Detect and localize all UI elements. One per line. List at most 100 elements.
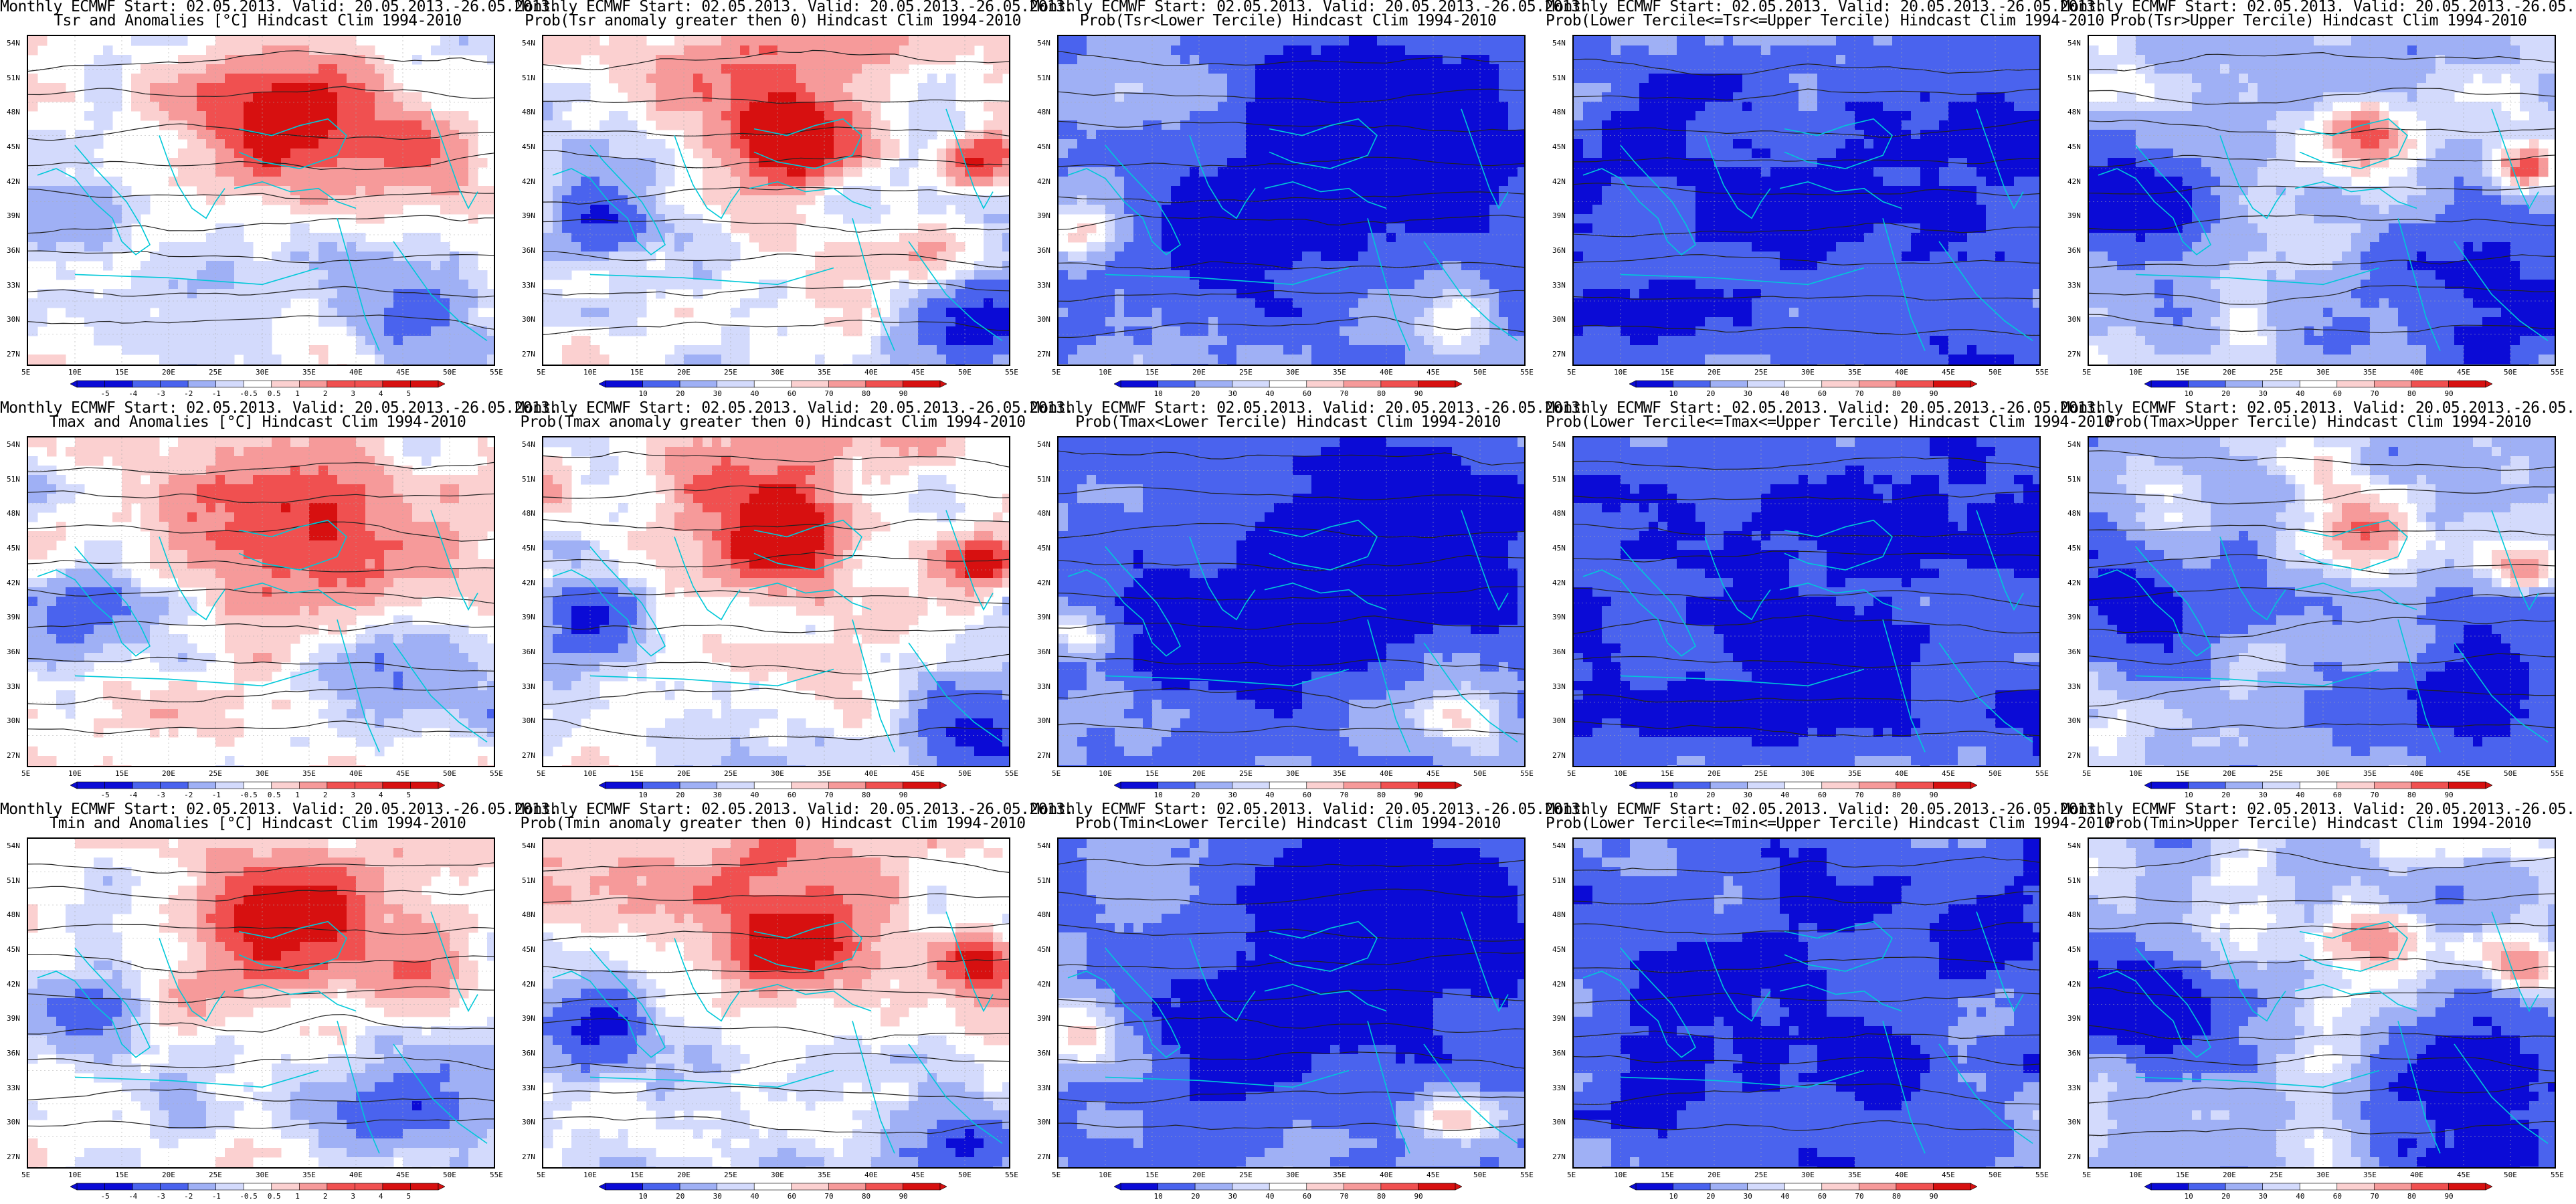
shaded-cell bbox=[66, 139, 76, 149]
shaded-cell bbox=[225, 186, 235, 196]
shaded-cell bbox=[777, 64, 788, 74]
shaded-cell bbox=[768, 74, 778, 84]
shaded-cell bbox=[28, 355, 38, 365]
shaded-cell bbox=[618, 186, 628, 196]
shaded-cell bbox=[1208, 308, 1218, 318]
shaded-cell bbox=[1845, 74, 1855, 84]
shaded-cell bbox=[37, 36, 48, 46]
shaded-cell bbox=[197, 167, 207, 177]
shaded-cell bbox=[684, 252, 694, 262]
shaded-cell bbox=[1433, 102, 1443, 112]
shaded-cell bbox=[1321, 111, 1331, 121]
shaded-cell bbox=[852, 317, 862, 327]
shaded-cell bbox=[1471, 130, 1481, 140]
shaded-cell bbox=[75, 242, 85, 252]
shaded-cell bbox=[628, 308, 638, 318]
shaded-cell bbox=[178, 298, 188, 308]
shaded-cell bbox=[843, 214, 853, 224]
shaded-cell bbox=[356, 148, 366, 159]
shaded-cell bbox=[384, 186, 394, 196]
shaded-cell bbox=[824, 317, 834, 327]
shaded-cell bbox=[365, 195, 375, 205]
shaded-cell bbox=[1396, 120, 1406, 130]
shaded-cell bbox=[693, 139, 703, 149]
shaded-cell bbox=[262, 364, 272, 365]
shaded-cell bbox=[225, 261, 235, 271]
shaded-cell bbox=[740, 74, 750, 84]
shaded-cell bbox=[440, 336, 450, 346]
shaded-cell bbox=[890, 45, 900, 56]
shaded-cell bbox=[1386, 130, 1396, 140]
shaded-cell bbox=[1152, 270, 1162, 280]
shaded-cell bbox=[1059, 92, 1069, 102]
shaded-cell bbox=[759, 280, 769, 290]
shaded-cell bbox=[215, 298, 225, 308]
shaded-cell bbox=[141, 92, 151, 102]
shaded-cell bbox=[796, 83, 806, 93]
shaded-cell bbox=[946, 158, 956, 168]
shaded-cell bbox=[131, 308, 141, 318]
shaded-cell bbox=[103, 242, 113, 252]
shaded-cell bbox=[637, 205, 647, 215]
shaded-cell bbox=[122, 195, 132, 205]
shaded-cell bbox=[712, 158, 722, 168]
shaded-cell bbox=[393, 92, 403, 102]
shaded-cell bbox=[1218, 364, 1228, 365]
shaded-cell bbox=[1283, 148, 1293, 159]
shaded-cell bbox=[169, 336, 179, 346]
shaded-cell bbox=[431, 345, 441, 355]
shaded-cell bbox=[244, 308, 254, 318]
shaded-cell bbox=[1321, 130, 1331, 140]
shaded-cell bbox=[1443, 289, 1453, 299]
shaded-cell bbox=[412, 139, 422, 149]
shaded-cell bbox=[318, 242, 329, 252]
shaded-cell bbox=[656, 139, 666, 149]
shaded-cell bbox=[1059, 205, 1069, 215]
shaded-cell bbox=[384, 289, 394, 299]
shaded-cell bbox=[206, 336, 216, 346]
shaded-cell bbox=[1358, 242, 1368, 252]
shaded-cell bbox=[1443, 130, 1453, 140]
shaded-cell bbox=[234, 74, 244, 84]
shaded-cell bbox=[412, 120, 422, 130]
shaded-cell bbox=[1087, 130, 1097, 140]
shaded-cell bbox=[459, 280, 469, 290]
colorbar-tick-label: 90 bbox=[899, 389, 907, 398]
shaded-cell bbox=[1115, 111, 1125, 121]
shaded-cell bbox=[824, 74, 834, 84]
shaded-cell bbox=[1864, 102, 1874, 112]
shaded-cell bbox=[422, 177, 432, 187]
shaded-cell bbox=[1452, 120, 1462, 130]
shaded-cell bbox=[318, 270, 329, 280]
shaded-cell bbox=[1077, 120, 1087, 130]
shaded-cell bbox=[1892, 45, 1902, 56]
contour-line bbox=[1059, 191, 1524, 203]
shaded-cell bbox=[1461, 205, 1471, 215]
shaded-cell bbox=[169, 298, 179, 308]
shaded-cell bbox=[759, 139, 769, 149]
shaded-cell bbox=[1208, 242, 1218, 252]
shaded-cell bbox=[384, 355, 394, 365]
shaded-cell bbox=[215, 270, 225, 280]
shaded-cell bbox=[1695, 92, 1706, 102]
shaded-cell bbox=[187, 55, 197, 65]
shaded-cell bbox=[422, 130, 432, 140]
shaded-cell bbox=[375, 336, 385, 346]
shaded-cell bbox=[1864, 83, 1874, 93]
shaded-cell bbox=[1414, 139, 1424, 149]
shaded-cell bbox=[628, 280, 638, 290]
shaded-cell bbox=[431, 167, 441, 177]
shaded-cell bbox=[918, 336, 928, 346]
shaded-cell bbox=[234, 242, 244, 252]
shaded-cell bbox=[375, 205, 385, 215]
shaded-cell bbox=[777, 120, 788, 130]
shaded-cell bbox=[1499, 289, 1509, 299]
shaded-cell bbox=[1274, 186, 1284, 196]
shaded-cell bbox=[2005, 64, 2015, 74]
shaded-cell bbox=[1002, 298, 1009, 308]
shaded-cell bbox=[881, 74, 891, 84]
shaded-cell bbox=[1424, 45, 1434, 56]
shaded-cell bbox=[215, 45, 225, 56]
shaded-cell bbox=[1087, 280, 1097, 290]
shaded-cell bbox=[1424, 336, 1434, 346]
